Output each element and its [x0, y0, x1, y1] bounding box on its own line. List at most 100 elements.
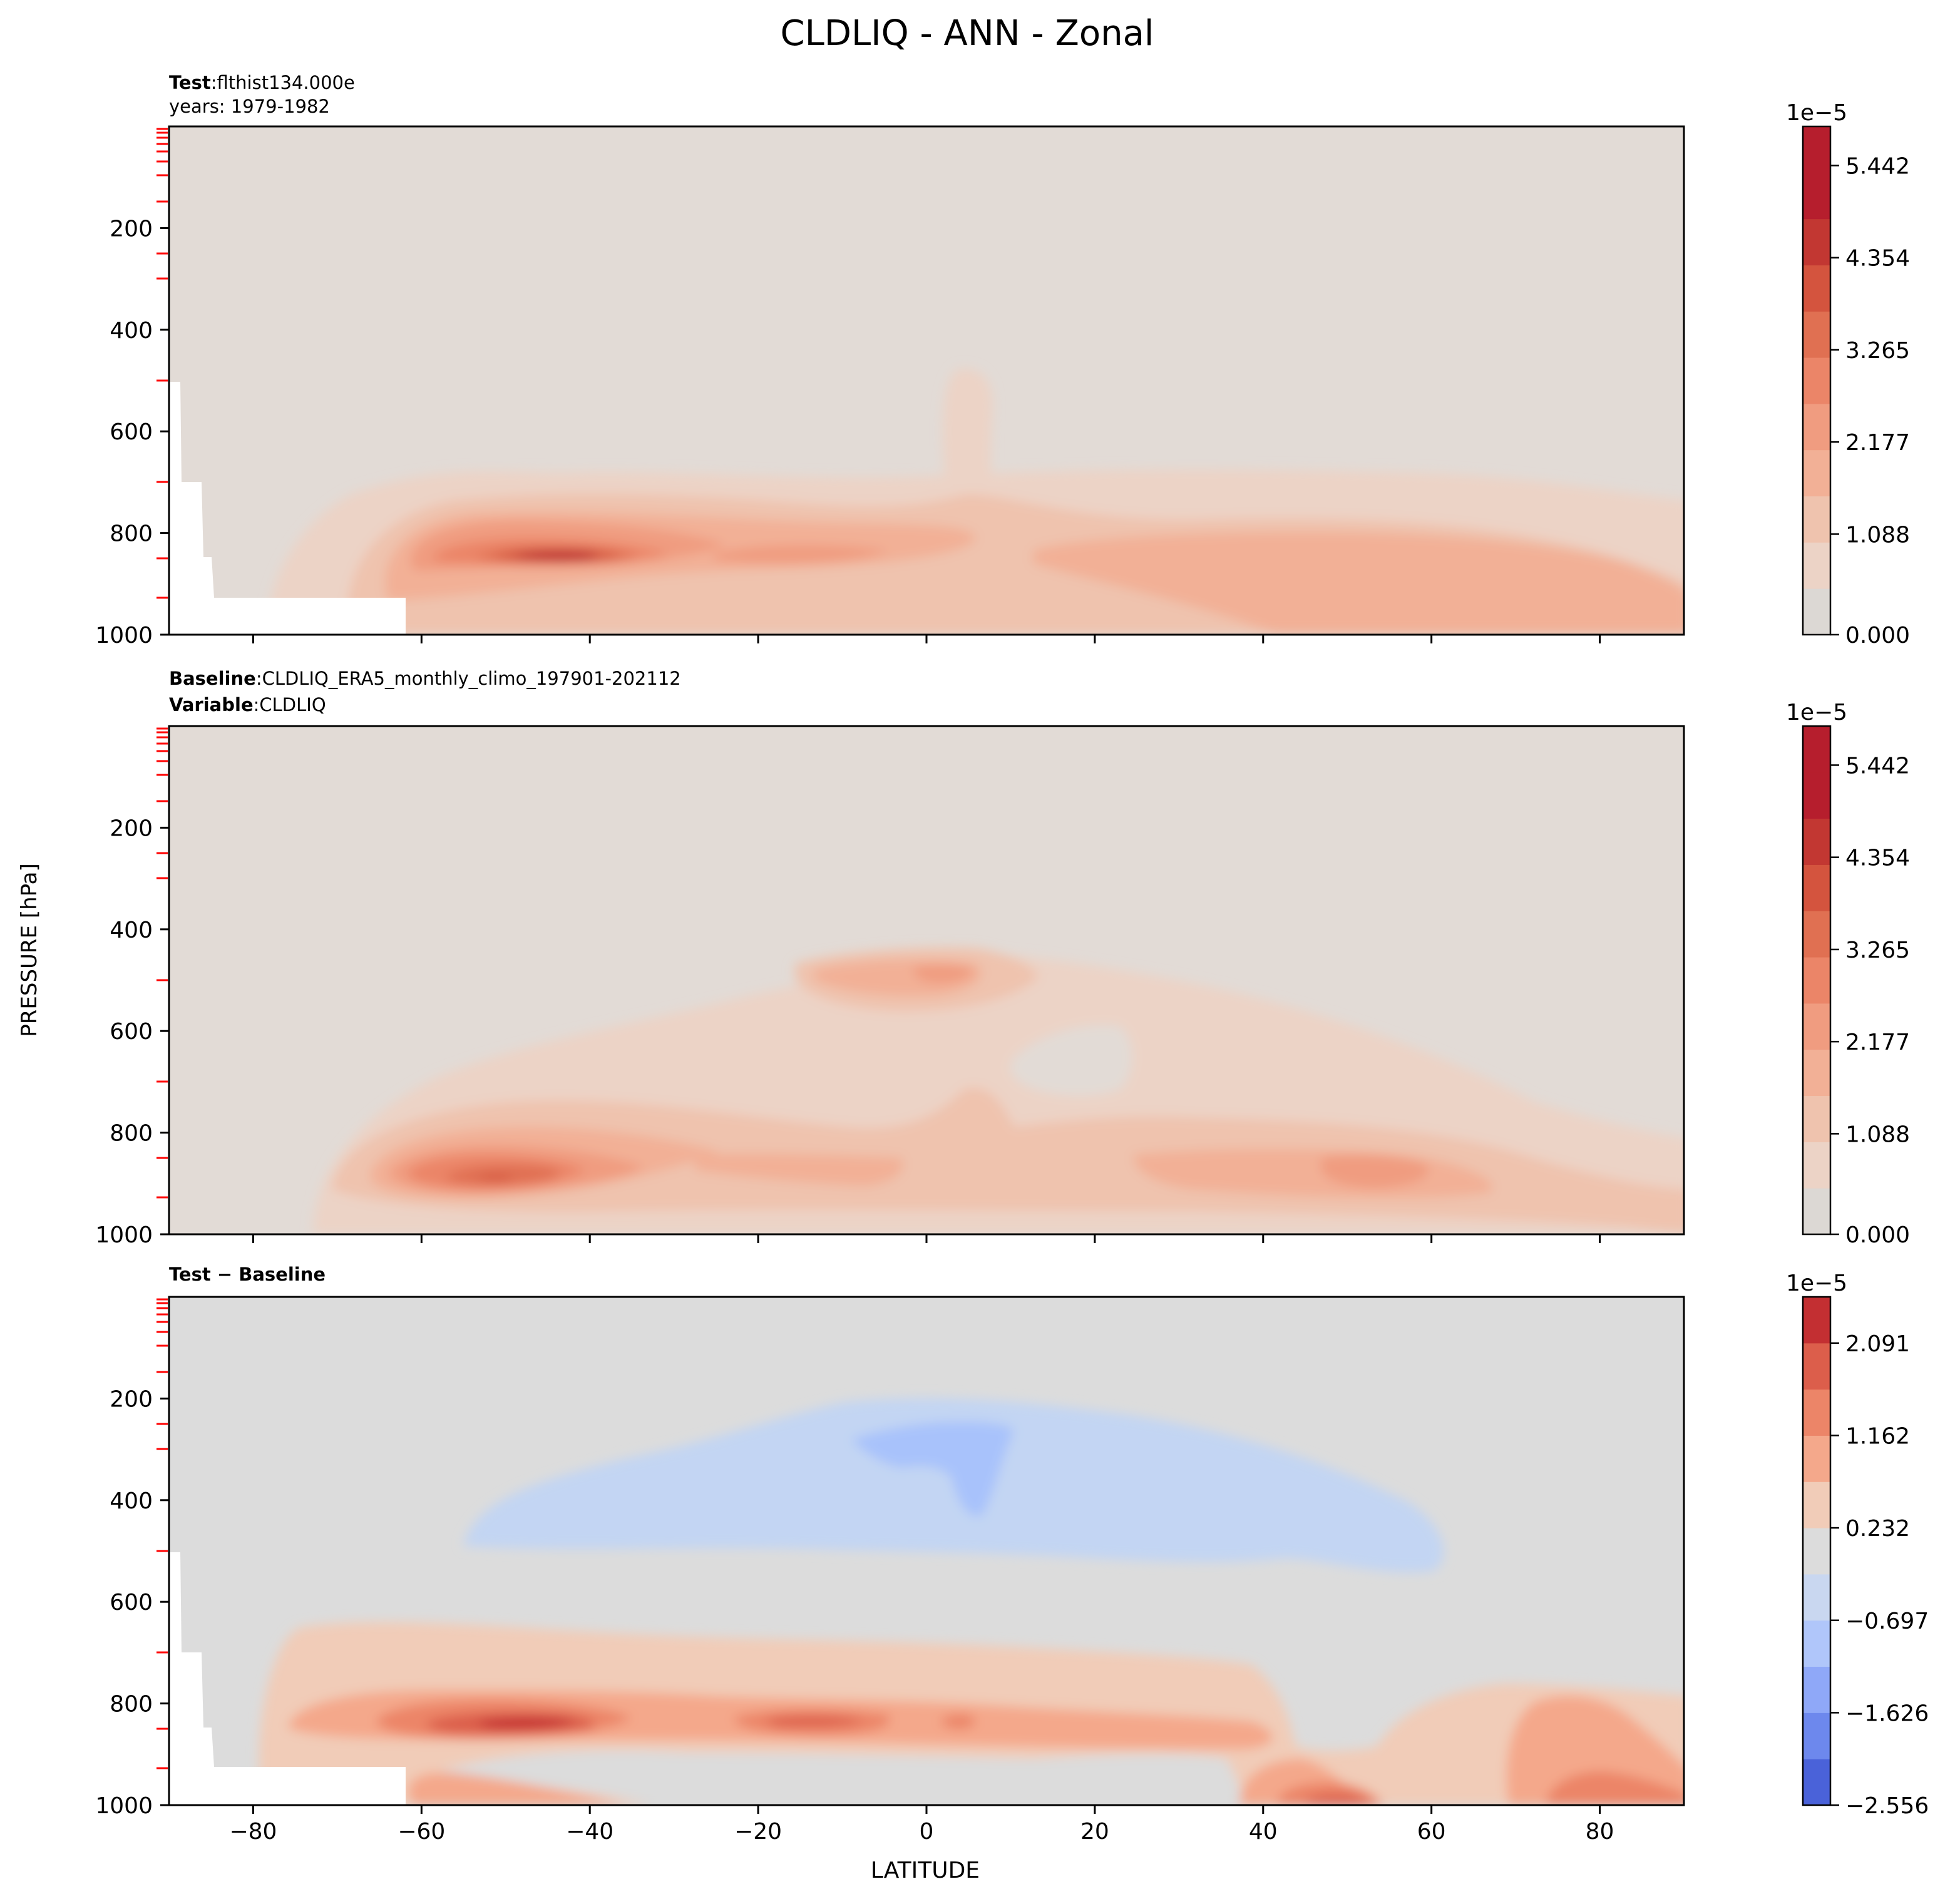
panel-diff: Test − Baseline — [95, 1264, 1929, 1845]
svg-text:Test:flthist134.000e: Test:flthist134.000e — [169, 72, 355, 93]
colorbar-frame — [1802, 725, 1832, 1236]
missing-data-mask — [169, 1552, 406, 1805]
contour-level-1-tower — [943, 369, 995, 494]
y-tick-label: 200 — [110, 816, 153, 841]
colorbar-segment — [1803, 864, 1830, 911]
colorbar-baseline: 1e−5 5.442 4.354 3.265 2.177 1.088 0.000 — [1786, 700, 1910, 1248]
colorbar-segment — [1803, 126, 1830, 173]
contour-field-baseline — [169, 726, 1684, 1234]
panel-baseline: Baseline:CLDLIQ_ERA5_monthly_climo_19790… — [95, 668, 1910, 1248]
colorbar-segment — [1803, 1049, 1830, 1097]
colorbar-segment — [1803, 818, 1830, 865]
contour-level-4-subtrop — [714, 545, 889, 563]
colorbar-segment — [1803, 1620, 1830, 1667]
x-tick-label: 40 — [1249, 1819, 1278, 1845]
panel-baseline-header: Baseline:CLDLIQ_ERA5_monthly_climo_19790… — [169, 668, 681, 715]
x-axis-label: LATITUDE — [871, 1858, 980, 1883]
y-tick-label: 1000 — [95, 1793, 153, 1819]
contour-positive-3-polar — [1546, 1771, 1684, 1805]
header-label: Variable — [169, 694, 254, 715]
colorbar-frame — [1802, 125, 1832, 636]
colorbar-tick-label: 3.265 — [1845, 338, 1910, 364]
colorbar-segment — [1803, 1343, 1830, 1390]
colorbar-segment — [1803, 726, 1830, 773]
y-tick-label: 200 — [110, 216, 153, 242]
colorbar-tick-label: 0.000 — [1845, 623, 1910, 648]
plot-frame-test — [168, 125, 1685, 636]
colorbar-tick-label: −0.697 — [1845, 1609, 1929, 1634]
contour-positive-4-nh — [1302, 1794, 1374, 1805]
colorbar-segment — [1803, 1482, 1830, 1528]
colorbar-segment — [1803, 1759, 1830, 1806]
y-ticks-diff: 200 400 600 800 1000 — [95, 1386, 169, 1819]
colorbar-segment — [1803, 1666, 1830, 1713]
contour-positive-2-polar — [1506, 1696, 1684, 1805]
figure-title: CLDLIQ - ANN - Zonal — [781, 13, 1154, 54]
contour-positive-5 — [476, 1717, 576, 1729]
contour-level-4-upper — [913, 964, 973, 983]
colorbar-segment — [1803, 357, 1830, 404]
x-tick-label: 0 — [920, 1819, 934, 1845]
contour-neutral-gap — [438, 1750, 1246, 1805]
colorbar-tick-label: 5.442 — [1845, 153, 1910, 179]
missing-data-mask — [169, 382, 406, 635]
contour-level-7 — [476, 1175, 513, 1181]
colorbar-segment — [1803, 542, 1830, 589]
colorbar-tick-label: −2.556 — [1845, 1793, 1929, 1819]
colorbar-segment — [1803, 403, 1830, 451]
contour-positive-2-south — [408, 1772, 626, 1805]
colorbar-segment — [1803, 311, 1830, 358]
colorbar-tick-label: 5.442 — [1845, 753, 1910, 779]
y-tick-label: 800 — [110, 1692, 153, 1717]
contour-positive-4-mid — [764, 1716, 864, 1727]
colorbar-segment — [1803, 496, 1830, 543]
colorbar-exponent: 1e−5 — [1786, 100, 1847, 126]
contour-level-3-mid — [695, 1153, 903, 1186]
colorbar-tick-label: −1.626 — [1845, 1701, 1929, 1726]
contour-field-test — [169, 126, 1684, 635]
plot-frame-baseline — [168, 725, 1685, 1236]
colorbar-tick-label: 3.265 — [1845, 938, 1910, 963]
contour-field-diff — [169, 1297, 1684, 1805]
colorbar-tick-label: 4.354 — [1845, 846, 1910, 871]
x-tick-label: 20 — [1080, 1819, 1109, 1845]
contour-level-9 — [513, 551, 597, 560]
header-label: Test − Baseline — [169, 1264, 326, 1285]
y-tick-label: 400 — [110, 318, 153, 344]
colorbar-segment — [1803, 265, 1830, 312]
colorbar-tick-label: 1.088 — [1845, 1122, 1910, 1147]
contour-negative-2 — [851, 1421, 1014, 1517]
x-ticks-baseline — [252, 1234, 1601, 1243]
colorbar-segment — [1803, 1095, 1830, 1142]
x-tick-label: −20 — [734, 1819, 782, 1845]
x-ticks-test — [252, 635, 1601, 643]
y-axis-label: PRESSURE [hPa] — [17, 863, 42, 1037]
colorbar-segment — [1803, 449, 1830, 497]
colorbar-tick-label: 2.177 — [1845, 430, 1910, 456]
colorbar-tick-label: 0.000 — [1845, 1222, 1910, 1248]
model-level-marks — [156, 1298, 168, 1769]
contour-level-6 — [444, 1164, 560, 1185]
x-tick-label: 60 — [1417, 1819, 1446, 1845]
contour-level-4-east — [1321, 1154, 1429, 1188]
colorbar-tick-label: 0.232 — [1845, 1516, 1910, 1542]
contour-hole — [1010, 1025, 1132, 1096]
y-ticks-baseline: 200 400 600 800 1000 — [95, 816, 169, 1248]
panel-test-header: Test:flthist134.000e years: 1979-1982 — [169, 72, 355, 117]
colorbar-segment — [1803, 1712, 1830, 1759]
y-tick-label: 600 — [110, 419, 153, 445]
colorbar-segment — [1803, 588, 1830, 635]
colorbar-exponent: 1e−5 — [1786, 700, 1847, 725]
y-tick-label: 400 — [110, 1488, 153, 1514]
x-ticks-diff: −80 −60 −40 −20 0 20 40 60 80 — [229, 1805, 1614, 1845]
contour-positive-3-eq — [939, 1714, 977, 1729]
colorbar-tick-label: 1.162 — [1845, 1423, 1910, 1449]
colorbar-segment — [1803, 1142, 1830, 1189]
panel-diff-header: Test − Baseline — [169, 1264, 326, 1285]
header-value: flthist134.000e — [217, 72, 355, 93]
x-tick-label: −80 — [229, 1819, 277, 1845]
y-tick-label: 800 — [110, 521, 153, 547]
header-label: Test — [169, 72, 211, 93]
colorbar-segment — [1803, 1435, 1830, 1482]
